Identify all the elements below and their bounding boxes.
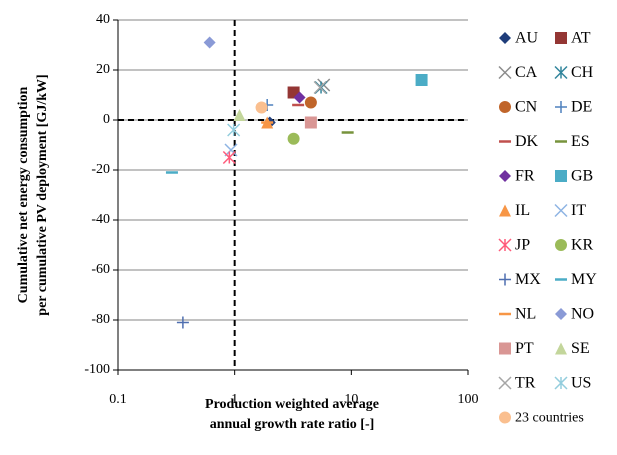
marker-circle bbox=[499, 411, 511, 424]
legend-label: IL bbox=[515, 202, 530, 219]
marker-x bbox=[498, 376, 512, 390]
marker-circle bbox=[255, 101, 268, 114]
y-axis-label: Cumulative net energy consumption bbox=[16, 86, 31, 303]
legend-label: AU bbox=[515, 30, 539, 47]
legend-label: NL bbox=[515, 306, 536, 323]
legend-label: SE bbox=[571, 340, 590, 357]
marker-x bbox=[224, 143, 238, 157]
marker-x bbox=[313, 80, 327, 95]
y-tick-label: -100 bbox=[84, 362, 110, 377]
legend-label: MX bbox=[515, 271, 541, 288]
legend-label: ES bbox=[571, 133, 590, 150]
marker-star bbox=[222, 150, 236, 165]
legend-label: DE bbox=[571, 99, 592, 116]
marker-square bbox=[415, 74, 428, 86]
x-tick-label: 1 bbox=[231, 392, 238, 407]
marker-star bbox=[227, 123, 241, 137]
marker-circle bbox=[287, 132, 300, 145]
marker-diamond bbox=[499, 170, 511, 182]
legend-label: DK bbox=[515, 133, 539, 150]
y-tick-label: -60 bbox=[91, 262, 110, 277]
x-tick-label: 100 bbox=[458, 392, 479, 407]
legend-label: PT bbox=[515, 340, 534, 357]
marker-triangle bbox=[499, 204, 511, 217]
x-axis-label: annual growth rate ratio [-] bbox=[210, 417, 375, 432]
marker-plus bbox=[555, 101, 567, 113]
marker-x bbox=[498, 65, 512, 80]
marker-circle bbox=[499, 101, 511, 113]
marker-diamond bbox=[499, 32, 511, 44]
y-axis-label: per cumulative PV deployment [GJ/kW] bbox=[35, 74, 50, 315]
marker-x bbox=[554, 203, 568, 218]
marker-circle bbox=[304, 96, 317, 109]
y-tick-label: -80 bbox=[91, 312, 110, 327]
legend-label: 23 countries bbox=[515, 411, 584, 426]
legend-label: NO bbox=[571, 306, 594, 323]
legend-label: GB bbox=[571, 168, 593, 185]
marker-plus bbox=[176, 316, 189, 329]
legend-label: IT bbox=[571, 202, 586, 219]
marker-square bbox=[555, 32, 567, 44]
marker-diamond bbox=[203, 36, 216, 49]
legend-label: JP bbox=[515, 237, 530, 254]
marker-square bbox=[555, 170, 567, 182]
x-axis-label: Production weighted average bbox=[205, 397, 379, 412]
marker-diamond bbox=[555, 308, 567, 320]
y-tick-label: -20 bbox=[91, 162, 110, 177]
marker-diamond bbox=[293, 91, 306, 104]
legend-label: AT bbox=[571, 30, 591, 47]
y-tick-label: -40 bbox=[91, 212, 110, 227]
marker-square bbox=[304, 116, 317, 129]
marker-star bbox=[554, 376, 568, 390]
legend-label: MY bbox=[571, 271, 597, 288]
x-tick-label: 0.1 bbox=[109, 392, 127, 407]
marker-circle bbox=[555, 239, 567, 251]
marker-plus bbox=[499, 273, 511, 286]
marker-triangle bbox=[233, 109, 246, 121]
legend-label: TR bbox=[515, 375, 536, 392]
y-tick-label: 20 bbox=[96, 62, 110, 77]
marker-triangle bbox=[555, 342, 567, 355]
legend-label: CH bbox=[571, 64, 594, 81]
marker-star bbox=[554, 65, 568, 80]
legend-label: FR bbox=[515, 168, 535, 185]
legend-label: KR bbox=[571, 237, 594, 254]
legend-label: US bbox=[571, 375, 591, 392]
marker-star bbox=[498, 238, 512, 252]
legend-label: CN bbox=[515, 99, 538, 116]
y-tick-label: 40 bbox=[96, 12, 110, 27]
y-tick-label: 0 bbox=[103, 112, 110, 127]
legend-label: CA bbox=[515, 64, 538, 81]
marker-square bbox=[499, 342, 511, 355]
x-tick-label: 10 bbox=[344, 392, 358, 407]
